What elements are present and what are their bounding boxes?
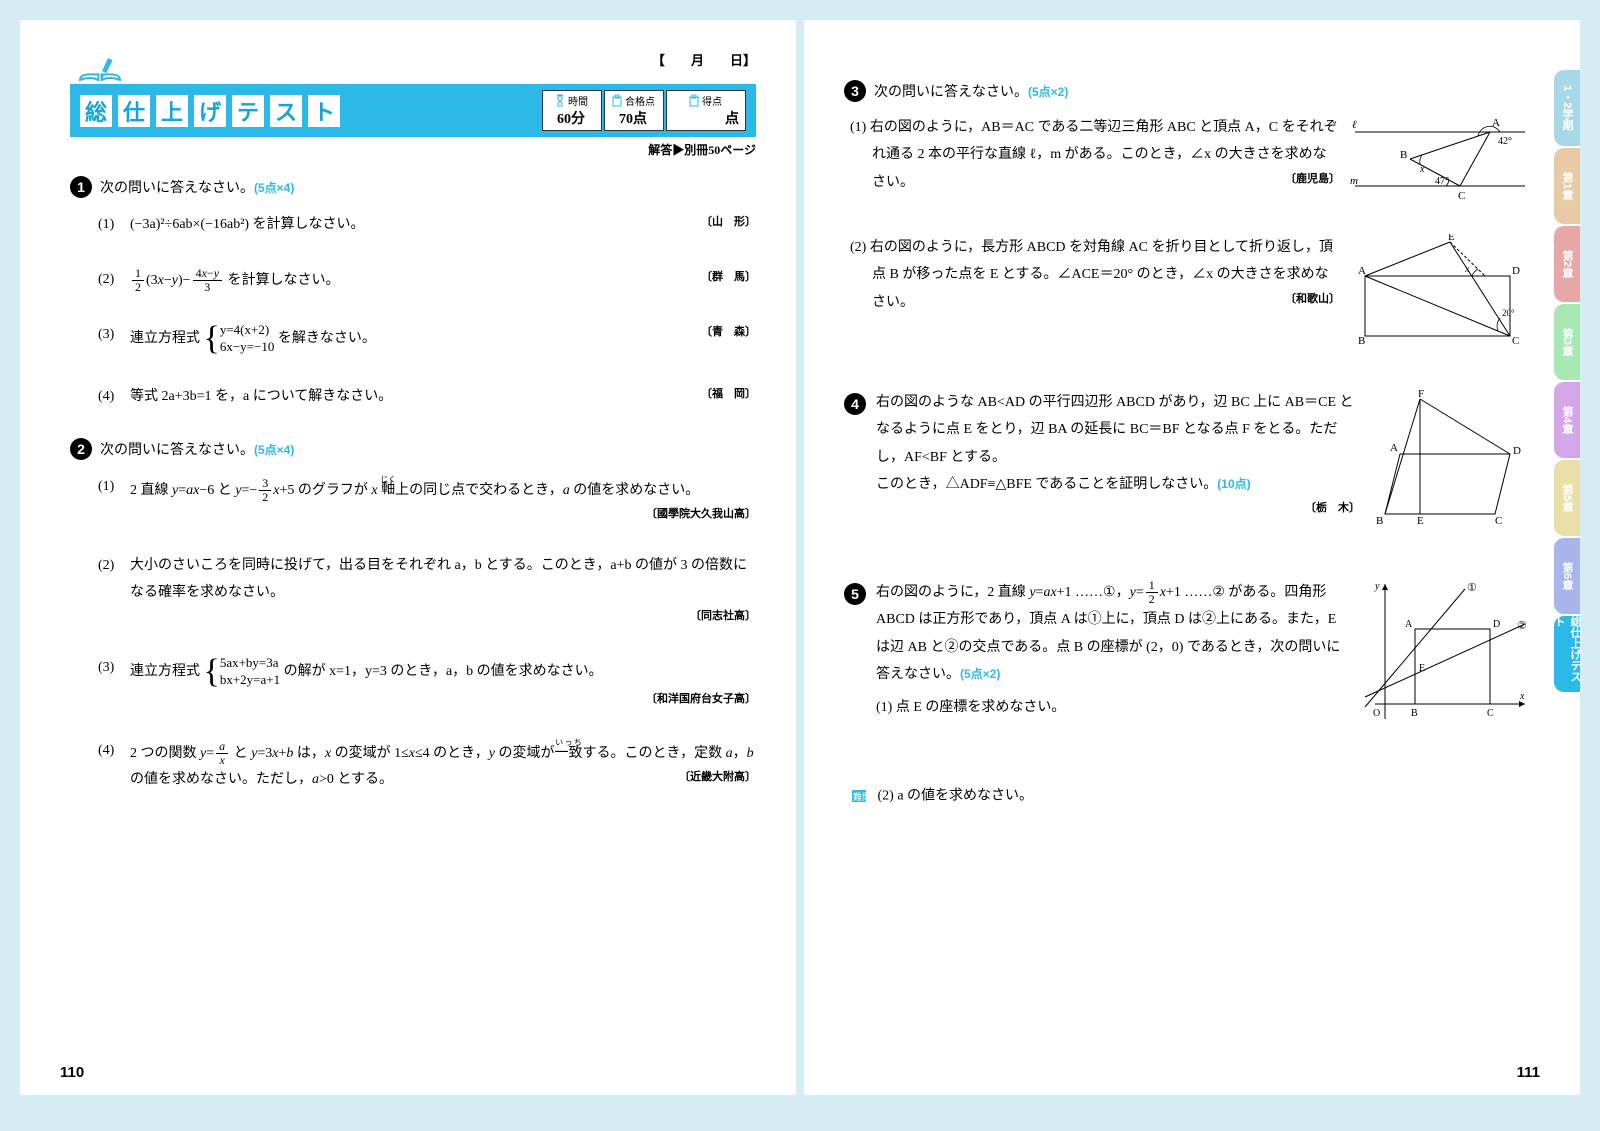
svg-text:B: B	[1400, 149, 1407, 161]
q-number-icon: 1	[70, 176, 92, 198]
svg-text:C: C	[1458, 190, 1465, 202]
page-right: 3 次の問いに答えなさい。(5点×2) (1) 右の図のように，AB＝AC であ…	[804, 20, 1580, 1095]
title-char: 仕	[118, 95, 150, 127]
svg-text:47°: 47°	[1435, 176, 1449, 187]
svg-text:x: x	[1419, 164, 1425, 175]
svg-text:m: m	[1350, 175, 1358, 187]
date-field: 【 月 日】	[652, 50, 756, 69]
time-box: 時間 60分	[542, 90, 602, 131]
svg-text:B: B	[1376, 515, 1383, 527]
q2-header: 2 次の問いに答えなさい。(5点×4)	[70, 438, 756, 460]
page-spread: 【 月 日】 総 仕 上 げ テ ス ト 時間 60分 合格点 70点 得	[20, 20, 1580, 1095]
figure-5: O B C A D E x y ① ②	[1355, 579, 1530, 724]
q-number-icon: 3	[844, 80, 866, 102]
svg-text:F: F	[1418, 389, 1424, 400]
title-char: ス	[270, 95, 302, 127]
svg-text:難問: 難問	[853, 791, 870, 802]
svg-text:42°: 42°	[1498, 136, 1512, 147]
page-number: 110	[60, 1064, 84, 1081]
tab-item[interactable]: 第1章	[1554, 148, 1580, 224]
page-left: 【 月 日】 総 仕 上 げ テ ス ト 時間 60分 合格点 70点 得	[20, 20, 796, 1095]
title-char: テ	[232, 95, 264, 127]
svg-text:D: D	[1512, 265, 1520, 277]
svg-text:O: O	[1373, 708, 1380, 719]
score-box: 得点 点	[666, 90, 746, 131]
svg-text:A: A	[1390, 442, 1398, 454]
answer-reference: 解答▶別冊50ページ	[70, 141, 756, 158]
q2-4: (4) 2 つの関数 y=ax と y=3x+b は，x の変域が 1≤x≤4 …	[98, 738, 756, 794]
svg-text:D: D	[1493, 619, 1500, 630]
svg-text:A: A	[1405, 619, 1413, 630]
q2-1: (1) 2 直線 y=ax−6 と y=−32x+5 のグラフが x 軸じく上の…	[98, 474, 756, 524]
tab-item[interactable]: 第3章	[1554, 304, 1580, 380]
svg-text:C: C	[1495, 515, 1502, 527]
title-char: ト	[308, 95, 340, 127]
pass-box: 合格点 70点	[604, 90, 664, 131]
svg-text:E: E	[1448, 234, 1455, 243]
q5-2: 難問 (2) a の値を求めなさい。	[850, 784, 1530, 809]
svg-text:A: A	[1358, 265, 1366, 277]
book-pencil-icon	[76, 50, 124, 86]
q5: 5 右の図のように，2 直線 y=ax+1 ……①，y=12x+1 ……② があ…	[844, 579, 1530, 724]
q2-3: (3) 連立方程式 {5ax+by=3abx+2y=a+1 の解が x=1，y=…	[98, 655, 756, 710]
q2-2: (2) 大小のさいころを同時に投げて，出る目をそれぞれ a，b とする。このとき…	[98, 553, 756, 627]
tab-item[interactable]: 第4章	[1554, 382, 1580, 458]
tab-item[interactable]: 第2章	[1554, 226, 1580, 302]
svg-text:A: A	[1492, 117, 1500, 129]
title-bar: 総 仕 上 げ テ ス ト 時間 60分 合格点 70点 得点 点	[70, 84, 756, 137]
difficulty-icon: 難問	[850, 784, 870, 809]
figure-4: A B C D E F	[1370, 389, 1530, 529]
title-char: げ	[194, 95, 226, 127]
tab-item[interactable]: 第5章	[1554, 460, 1580, 536]
q1-1: (1) (−3a)²÷6ab×(−16ab²) を計算しなさい。 〔山 形〕	[98, 212, 756, 239]
figure-3-1: A B C ℓ m 42° 47° x	[1350, 114, 1530, 204]
svg-text:B: B	[1358, 335, 1365, 347]
q1-header: 1 次の問いに答えなさい。(5点×4)	[70, 176, 756, 198]
title-char: 総	[80, 95, 112, 127]
svg-text:E: E	[1417, 515, 1424, 527]
q3-2: (2) 右の図のように，長方形 ABCD を対角線 AC を折り目として折り返し…	[844, 234, 1530, 349]
svg-text:D: D	[1513, 445, 1521, 457]
figure-3-2: A B C D E x 20°	[1350, 234, 1530, 349]
q-number-icon: 5	[844, 583, 866, 605]
svg-text:B: B	[1411, 708, 1418, 719]
q-number-icon: 2	[70, 438, 92, 460]
svg-text:y: y	[1374, 581, 1380, 592]
tab-item[interactable]: 1・2学期	[1554, 70, 1580, 146]
chapter-tabs: 1・2学期 第1章 第2章 第3章 第4章 第5章 第6章 総仕上げテスト	[1554, 70, 1580, 694]
svg-text:20°: 20°	[1502, 308, 1515, 318]
q4: 4 右の図のような AB<AD の平行四辺形 ABCD があり，辺 BC 上に …	[844, 389, 1530, 529]
q3-1: (1) 右の図のように，AB＝AC である二等辺三角形 ABC と頂点 A，C …	[844, 114, 1530, 204]
tab-item[interactable]: 第6章	[1554, 538, 1580, 614]
q1-2: (2) 12(3x−y)−4x−y3 を計算しなさい。 〔群 馬〕	[98, 267, 756, 295]
tab-item[interactable]: 総仕上げテスト	[1554, 616, 1580, 692]
svg-text:ℓ: ℓ	[1352, 119, 1357, 131]
q1-4: (4) 等式 2a+3b=1 を，a について解きなさい。 〔福 岡〕	[98, 384, 756, 411]
svg-text:②: ②	[1517, 620, 1527, 632]
page-number: 111	[1517, 1064, 1540, 1081]
title-char: 上	[156, 95, 188, 127]
svg-text:①: ①	[1467, 582, 1477, 594]
svg-text:C: C	[1512, 335, 1519, 347]
svg-text:E: E	[1419, 663, 1425, 674]
q1-3: (3) 連立方程式 {y=4(x+2)6x−y=−10 を解きなさい。 〔青 森…	[98, 322, 756, 356]
q3-header: 3 次の問いに答えなさい。(5点×2)	[844, 80, 1530, 102]
svg-text:x: x	[1464, 264, 1470, 275]
svg-text:C: C	[1487, 708, 1494, 719]
svg-text:x: x	[1519, 691, 1525, 702]
q-number-icon: 4	[844, 393, 866, 415]
